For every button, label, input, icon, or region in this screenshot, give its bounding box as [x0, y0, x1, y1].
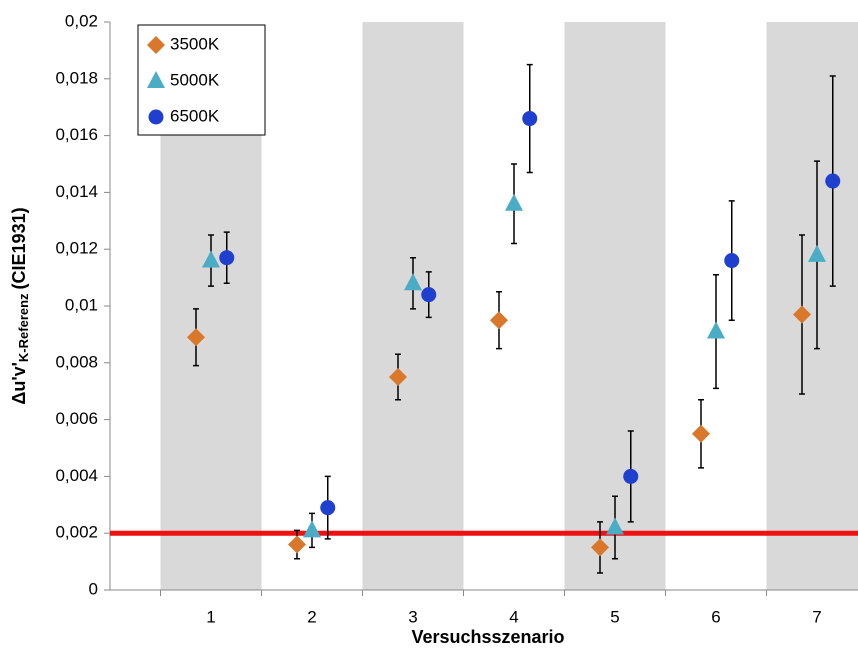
marker — [320, 500, 336, 516]
legend-label: 3500K — [170, 34, 220, 53]
y-tick-label: 0,018 — [55, 68, 98, 87]
marker — [421, 287, 437, 303]
y-tick-label: 0,002 — [55, 523, 98, 542]
legend-label: 6500K — [170, 106, 220, 125]
marker — [202, 250, 220, 268]
legend-marker — [147, 71, 165, 88]
x-tick-label: 4 — [509, 607, 518, 626]
x-tick-label: 1 — [206, 607, 215, 626]
y-tick-label: 0,01 — [65, 295, 98, 314]
marker — [219, 250, 235, 266]
x-tick-label: 3 — [408, 607, 417, 626]
y-tick-label: 0,004 — [55, 466, 98, 485]
marker — [591, 538, 609, 557]
marker — [288, 535, 306, 554]
marker — [808, 244, 826, 262]
y-tick-label: 0,006 — [55, 409, 98, 428]
y-tick-label: 0,008 — [55, 352, 98, 371]
x-tick-label: 6 — [711, 607, 720, 626]
marker — [490, 311, 508, 330]
legend-marker — [148, 109, 164, 125]
legend: 3500K 5000K 6500K — [137, 24, 266, 136]
marker — [692, 424, 710, 443]
marker — [606, 517, 624, 535]
y-tick-label: 0 — [89, 579, 98, 598]
marker — [303, 520, 321, 538]
x-tick-label: 2 — [307, 607, 316, 626]
x-tick-label: 7 — [812, 607, 821, 626]
y-axis-title: Δu'v'K-Referenz (CIE1931) — [9, 207, 32, 404]
marker — [187, 328, 205, 347]
y-tick-label: 0,012 — [55, 239, 98, 258]
y-tick-label: 0,02 — [65, 11, 98, 30]
marker — [825, 173, 841, 189]
x-axis-title: Versuchsszenario — [411, 627, 564, 647]
marker — [623, 468, 639, 484]
y-axis-title-sub: K-Referenz — [16, 293, 31, 362]
marker — [522, 111, 538, 127]
y-axis-title-suffix: (CIE1931) — [9, 207, 29, 289]
x-tick-label: 5 — [610, 607, 619, 626]
marker — [389, 368, 407, 386]
category-band — [766, 22, 858, 590]
y-axis-title-main: Δu'v' — [9, 362, 29, 405]
marker — [724, 253, 740, 269]
y-tick-label: 0,014 — [55, 182, 98, 201]
legend-marker — [147, 36, 165, 54]
marker — [793, 305, 811, 324]
y-tick-label: 0,016 — [55, 125, 98, 144]
marker — [505, 193, 523, 211]
legend-label: 5000K — [170, 70, 220, 89]
category-band — [160, 135, 262, 590]
marker — [404, 273, 422, 291]
category-band — [564, 22, 666, 590]
marker — [707, 321, 725, 339]
